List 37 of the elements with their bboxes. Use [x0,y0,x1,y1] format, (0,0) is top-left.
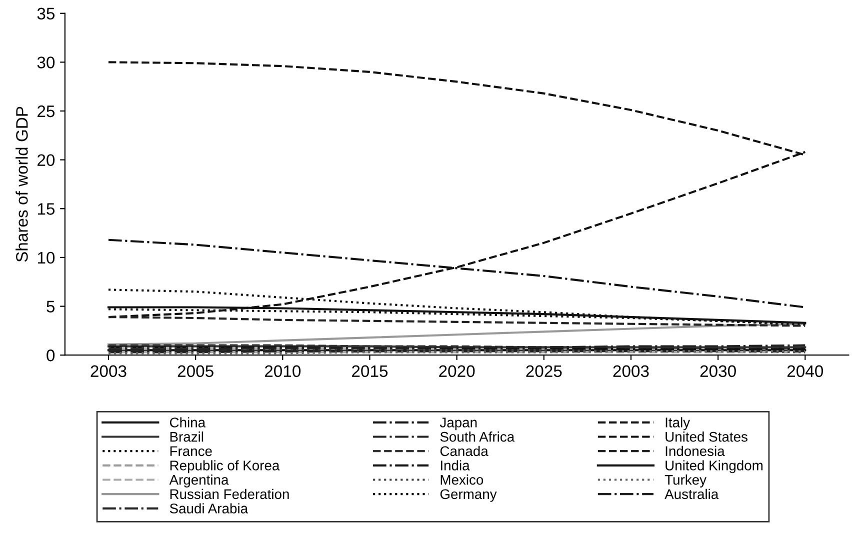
legend-label: Indonesia [666,446,725,456]
legend-label: China [170,417,206,428]
y-tick-label: 10 [38,252,55,264]
legend-label: United Kingdom [666,460,762,474]
legend-label: Australia [664,488,719,500]
y-tick-label: 0 [46,350,55,362]
legend-label: France [170,446,212,456]
legend-label: Japan [440,418,477,430]
y-tick-label: 20 [38,154,55,166]
legend-label: Argentina [169,474,229,488]
legend-label: India [440,460,470,470]
legend-label: Republic of Korea [170,460,280,474]
legend-label: South Africa [440,432,515,442]
legend-label: Italy [666,417,690,430]
legend-label: Mexico [440,474,484,485]
x-tick-label: 2005 [178,365,214,378]
legend-label: United States [666,432,748,442]
x-tick-label: 2010 [264,365,301,378]
x-tick-label: 2025 [526,365,562,378]
x-tick-label: 2003 [90,365,126,378]
y-axis-title: Shares of world GDP [16,106,28,262]
x-tick-label: 2015 [352,365,388,378]
legend-label: Saudi Arabia [170,503,248,514]
x-tick-label: 2003 [613,365,649,378]
legend-label: Brazil [170,432,204,442]
x-tick-label: 2020 [439,365,475,378]
x-tick-label: 2030 [700,365,736,378]
legend-label: Germany [440,489,497,502]
legend-label: Canada [440,446,488,456]
x-tick-label: 2040 [787,365,824,378]
y-tick-label: 15 [38,203,55,215]
y-tick-label: 5 [46,300,55,312]
y-tick-label: 25 [38,105,55,118]
y-tick-label: 30 [37,56,55,68]
legend-label: Turkey [664,474,706,488]
legend-label: Russian Federation [170,488,289,500]
y-tick-label: 35 [37,8,55,20]
